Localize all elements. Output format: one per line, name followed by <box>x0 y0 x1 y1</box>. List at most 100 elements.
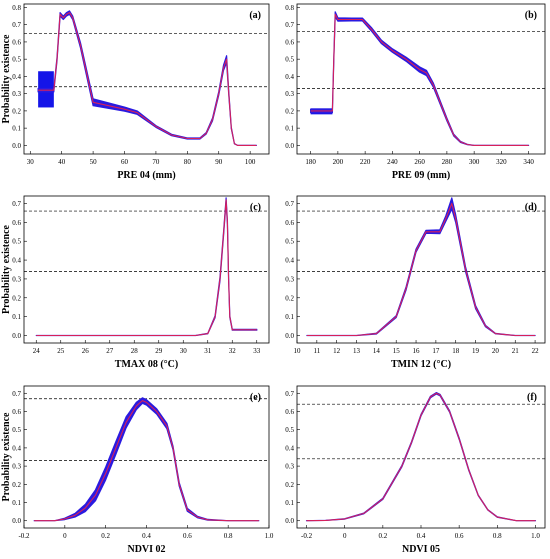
y-tick-label: 0.3 <box>12 90 21 98</box>
x-tick-label: -0.2 <box>18 532 30 540</box>
panel-b: 0.0 0.1 0.2 0.3 0.4 0.5 0.6 0.7 0.8 180 200 220 240 2… <box>285 3 546 181</box>
y-tick-label: 0.5 <box>12 426 21 434</box>
y-tick-label: 0.6 <box>12 38 21 46</box>
y-tick-label: 0.0 <box>285 142 294 150</box>
x-tick-label: 300 <box>469 158 480 166</box>
plot-frame <box>296 3 546 155</box>
x-tick-label: 240 <box>387 158 398 166</box>
x-tick-label: 15 <box>393 347 401 355</box>
y-tick-label: 0.0 <box>285 517 294 525</box>
y-tick-label: 0.2 <box>285 294 294 302</box>
x-tick-label: 13 <box>353 347 361 355</box>
x-tick-label: 0 <box>343 532 347 540</box>
y-axis-label: Probability existence <box>1 34 12 124</box>
plot-frame <box>296 195 546 344</box>
y-tick-label: 0.2 <box>12 294 21 302</box>
x-axis-label: PRE 04 (mm) <box>117 170 175 181</box>
y-tick-label: 0.6 <box>285 219 294 227</box>
x-tick-label: 100 <box>245 158 256 166</box>
x-axis-label: TMAX 08 (°C) <box>115 359 178 370</box>
x-tick-label: 28 <box>131 347 139 355</box>
x-tick-label: 19 <box>472 347 480 355</box>
x-tick-label: 80 <box>184 158 192 166</box>
x-tick-label: 29 <box>155 347 163 355</box>
plot-frame <box>296 385 546 529</box>
x-tick-label: 0.8 <box>493 532 502 540</box>
confidence-envelope <box>37 10 257 146</box>
x-tick-label: 200 <box>333 158 344 166</box>
y-tick-label: 0.3 <box>285 463 294 471</box>
panel-f: 0.0 0.1 0.2 0.3 0.4 0.5 0.6 0.7 -0.2 0 0.2 0.4 0.6 0.… <box>285 385 546 555</box>
x-tick-label: 17 <box>432 347 440 355</box>
mean-response-line <box>310 13 529 146</box>
panel-label: (d) <box>525 202 537 213</box>
y-tick-label: 0.0 <box>285 332 294 340</box>
y-tick-label: 0.6 <box>285 38 294 46</box>
x-tick-label: 10 <box>294 347 302 355</box>
x-tick-label: 32 <box>229 347 237 355</box>
x-tick-label: 70 <box>152 158 160 166</box>
y-tick-label: 0.0 <box>12 332 21 340</box>
x-tick-label: 0.2 <box>101 532 110 540</box>
confidence-envelope <box>35 197 258 337</box>
y-tick-label: 0.4 <box>285 73 294 81</box>
x-tick-label: 60 <box>121 158 129 166</box>
x-tick-label: 40 <box>58 158 66 166</box>
y-tick-label: 0.6 <box>12 408 21 416</box>
x-tick-label: 27 <box>106 347 114 355</box>
y-tick-label: 0.5 <box>285 238 294 246</box>
y-tick-label: 0.4 <box>285 444 294 452</box>
x-tick-label: 30 <box>180 347 188 355</box>
x-tick-label: 320 <box>496 158 507 166</box>
panel-label: (f) <box>527 392 537 403</box>
x-tick-label: 260 <box>414 158 425 166</box>
mean-response-line <box>36 199 257 337</box>
x-tick-label: 20 <box>492 347 500 355</box>
x-tick-label: 1.0 <box>531 532 540 540</box>
mean-response-line <box>34 400 259 522</box>
y-tick-label: 0.0 <box>12 142 21 150</box>
x-tick-label: 340 <box>523 158 534 166</box>
y-tick-label: 0.4 <box>12 257 21 265</box>
y-tick-label: 0.3 <box>285 275 294 283</box>
y-tick-label: 0.3 <box>12 275 21 283</box>
x-tick-label: 180 <box>305 158 316 166</box>
y-tick-label: 0.1 <box>285 499 294 507</box>
y-tick-label: 0.1 <box>12 499 21 507</box>
y-tick-label: 0.7 <box>285 390 294 398</box>
y-tick-label: 0.5 <box>12 56 21 64</box>
panel-d: 0.0 0.1 0.2 0.3 0.4 0.5 0.6 0.7 10 11 12 13 14 15 16 17… <box>285 195 546 370</box>
y-tick-label: 0.5 <box>12 238 21 246</box>
x-tick-label: 26 <box>82 347 90 355</box>
y-tick-label: 0.6 <box>12 219 21 227</box>
y-tick-label: 0.2 <box>285 107 294 115</box>
x-axis-label: NDVI 05 <box>402 544 440 555</box>
panel-a: 0.0 0.1 0.2 0.3 0.4 0.5 0.6 0.7 0.8 30 40 50 60 70 80 9… <box>1 3 270 181</box>
x-tick-label: 18 <box>452 347 460 355</box>
y-tick-label: 0.2 <box>12 481 21 489</box>
x-tick-label: 31 <box>204 347 212 355</box>
confidence-envelope <box>33 397 260 522</box>
panel-label: (e) <box>250 392 261 403</box>
x-tick-label: 1.0 <box>265 532 274 540</box>
y-tick-label: 0.2 <box>12 107 21 115</box>
panel-label: (c) <box>250 202 261 213</box>
plot-frame <box>23 3 270 155</box>
x-tick-label: -0.2 <box>301 532 313 540</box>
panel-label: (a) <box>249 10 261 21</box>
x-tick-label: 12 <box>333 347 341 355</box>
x-tick-label: 0.4 <box>417 532 426 540</box>
x-tick-label: 280 <box>442 158 453 166</box>
x-axis-label: NDVI 02 <box>127 544 165 555</box>
panel-c: 0.0 0.1 0.2 0.3 0.4 0.5 0.6 0.7 24 25 26 27 28 29 30 31… <box>1 195 270 370</box>
x-tick-label: 33 <box>253 347 261 355</box>
x-tick-label: 21 <box>512 347 520 355</box>
y-tick-label: 0.5 <box>285 426 294 434</box>
y-tick-label: 0.7 <box>12 21 21 29</box>
y-tick-label: 0.1 <box>12 313 21 321</box>
y-tick-label: 0.1 <box>285 313 294 321</box>
x-tick-label: 16 <box>413 347 421 355</box>
x-tick-label: 220 <box>360 158 371 166</box>
mean-response-line <box>306 392 536 522</box>
